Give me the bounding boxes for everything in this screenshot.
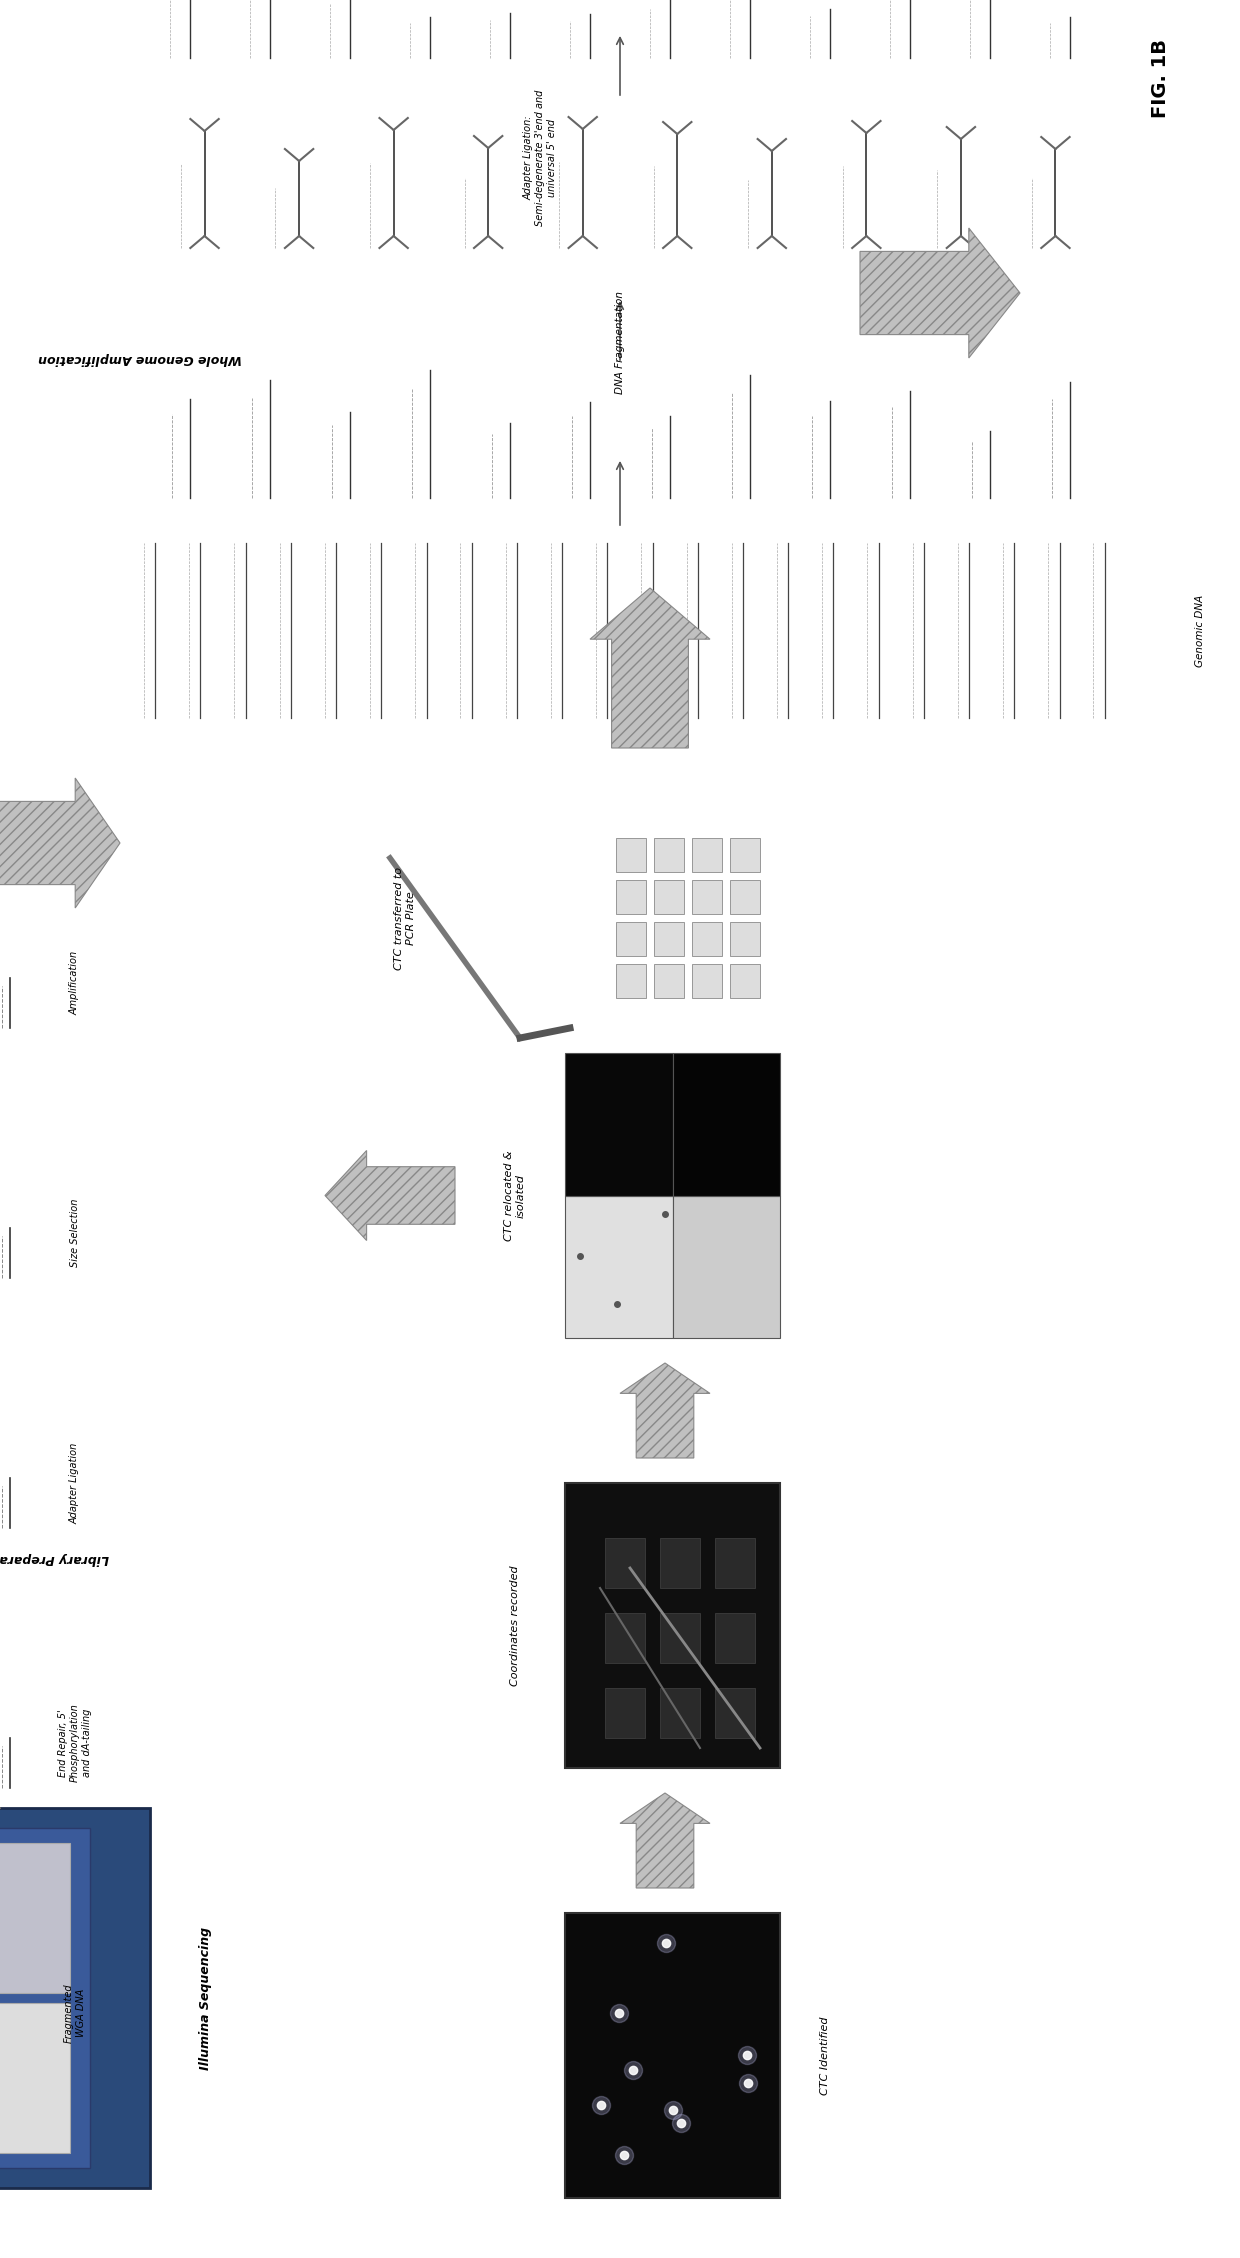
Polygon shape (730, 881, 760, 914)
Polygon shape (620, 1793, 711, 1888)
Polygon shape (692, 921, 722, 955)
Polygon shape (616, 921, 646, 955)
Polygon shape (653, 881, 684, 914)
Polygon shape (692, 881, 722, 914)
Polygon shape (0, 1843, 69, 1994)
Polygon shape (0, 2003, 69, 2152)
Text: FIG. 1B: FIG. 1B (1151, 38, 1169, 117)
Polygon shape (730, 964, 760, 998)
Polygon shape (715, 1612, 755, 1662)
Polygon shape (0, 1829, 91, 2168)
Polygon shape (861, 228, 1021, 359)
Polygon shape (715, 1538, 755, 1587)
Polygon shape (325, 1152, 455, 1240)
Polygon shape (672, 1194, 780, 1339)
Polygon shape (653, 921, 684, 955)
Text: Amplification: Amplification (69, 951, 81, 1016)
Polygon shape (660, 1538, 701, 1587)
Polygon shape (0, 779, 120, 908)
Polygon shape (590, 587, 711, 747)
Text: Genomic DNA: Genomic DNA (1195, 594, 1205, 666)
Polygon shape (605, 1689, 645, 1739)
Text: Illumina Sequencing: Illumina Sequencing (198, 1926, 212, 2071)
Polygon shape (565, 1913, 780, 2197)
Polygon shape (565, 1194, 672, 1339)
Polygon shape (565, 1052, 672, 1194)
Polygon shape (616, 881, 646, 914)
Polygon shape (715, 1689, 755, 1739)
Text: CTC Identified: CTC Identified (820, 2016, 830, 2095)
Polygon shape (616, 964, 646, 998)
Text: Adapter Ligation:
Semi-degenerate 3'end and
universal 5' end: Adapter Ligation: Semi-degenerate 3'end … (523, 90, 557, 226)
Polygon shape (616, 838, 646, 872)
Polygon shape (692, 964, 722, 998)
Text: CTC relocated &
isolated: CTC relocated & isolated (505, 1149, 526, 1242)
Polygon shape (620, 1364, 711, 1459)
Polygon shape (672, 1052, 780, 1194)
Polygon shape (660, 1612, 701, 1662)
Text: Library Preparation: Library Preparation (0, 1551, 109, 1565)
Text: Size Selection: Size Selection (69, 1199, 81, 1267)
Polygon shape (692, 838, 722, 872)
Text: Whole Genome Amplification: Whole Genome Amplification (38, 352, 242, 364)
Polygon shape (653, 964, 684, 998)
Polygon shape (653, 838, 684, 872)
Text: Coordinates recorded: Coordinates recorded (510, 1565, 520, 1687)
Polygon shape (660, 1689, 701, 1739)
Polygon shape (605, 1612, 645, 1662)
Polygon shape (730, 838, 760, 872)
Text: CTC transferred to
PCR Plate: CTC transferred to PCR Plate (394, 867, 415, 969)
Polygon shape (0, 1809, 150, 2188)
Polygon shape (565, 1484, 780, 1768)
Text: Adapter Ligation: Adapter Ligation (69, 1443, 81, 1524)
Text: Fragmented
WGA DNA: Fragmented WGA DNA (64, 1983, 86, 2043)
Polygon shape (605, 1538, 645, 1587)
Text: End Repair, 5'
Phosphorylation
and dA-tailing: End Repair, 5' Phosphorylation and dA-ta… (58, 1703, 92, 1782)
Polygon shape (730, 921, 760, 955)
Text: DNA Fragmentation: DNA Fragmentation (615, 291, 625, 395)
